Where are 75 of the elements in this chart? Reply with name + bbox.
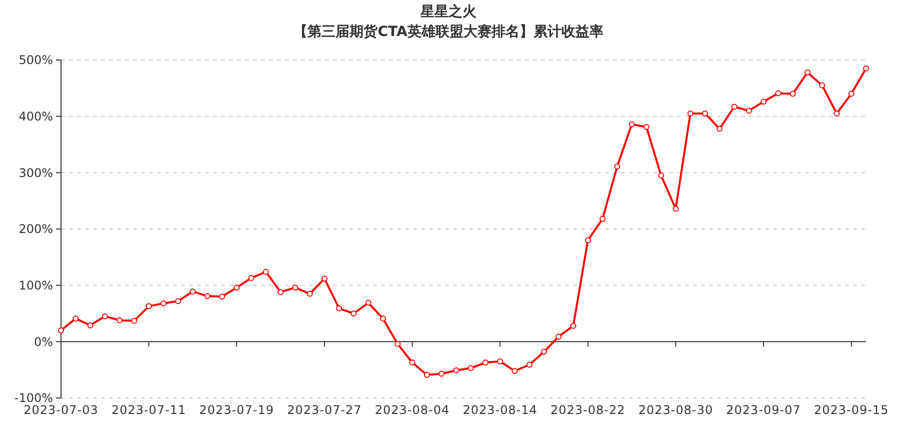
point [760, 98, 767, 105]
point [453, 367, 460, 374]
point [556, 334, 562, 340]
x-tick-label: 2023-07-11 [111, 403, 186, 417]
point [600, 216, 606, 222]
point [658, 172, 664, 178]
point [278, 289, 284, 296]
y-tick-label: 300% [18, 166, 53, 180]
point [409, 360, 416, 366]
point [336, 305, 342, 312]
y-tick-label: 500% [18, 53, 53, 68]
y-tick-label: 0% [34, 334, 53, 349]
point [672, 206, 679, 212]
point [584, 237, 591, 244]
point [116, 317, 123, 324]
chart-title: 星星之火 [420, 3, 478, 20]
point [234, 284, 240, 291]
point [365, 300, 372, 306]
point [526, 362, 532, 368]
point [438, 370, 445, 377]
point [614, 163, 620, 170]
point [643, 124, 650, 130]
y-tick-label: -100% [14, 391, 53, 406]
point [306, 290, 313, 297]
point [424, 372, 430, 378]
point [102, 313, 108, 320]
point [819, 82, 826, 88]
point [541, 348, 547, 355]
point [702, 110, 708, 117]
point [863, 65, 869, 72]
y-tick-label: 400% [18, 110, 53, 124]
point [380, 316, 386, 322]
point [746, 108, 752, 114]
point [834, 110, 840, 117]
x-tick-label: 2023-07-19 [199, 403, 274, 417]
y-tick-label: 200% [18, 222, 53, 236]
point [497, 358, 504, 364]
point [292, 284, 298, 291]
point [146, 303, 152, 310]
point [248, 275, 254, 282]
point [790, 90, 796, 97]
point [731, 104, 738, 110]
point [175, 298, 182, 304]
point [262, 268, 269, 275]
point [775, 90, 782, 96]
point [687, 110, 694, 117]
point [160, 300, 166, 306]
point [131, 318, 138, 324]
point [512, 368, 518, 374]
x-tick-label: 2023-09-15 [814, 403, 889, 417]
x-tick-label: 2023-08-04 [374, 403, 450, 417]
point [848, 90, 854, 97]
x-tick-label: 2023-07-27 [287, 403, 362, 417]
point [570, 322, 576, 329]
point [804, 69, 810, 76]
x-tick-label: 2023-08-14 [462, 403, 538, 417]
y-tick-label: 100% [18, 278, 53, 293]
x-tick-label: 2023-07-03 [24, 403, 98, 417]
point [321, 276, 328, 282]
x-tick-label: 2023-08-22 [550, 403, 626, 417]
point [482, 360, 488, 366]
point [204, 293, 210, 300]
point [72, 316, 79, 322]
point [628, 121, 635, 128]
point [468, 365, 474, 372]
point [716, 126, 723, 132]
point [350, 310, 357, 316]
chart-subtitle: 【第三届期货CTA英雄联盟大赛排名】累计收益率 [294, 23, 604, 40]
x-tick-label: 2023-09-07 [726, 403, 801, 417]
point [87, 322, 94, 328]
point [394, 340, 401, 347]
point [219, 294, 225, 300]
x-tick-label: 2023-08-30 [638, 403, 714, 417]
point [58, 327, 64, 334]
point [190, 288, 196, 295]
